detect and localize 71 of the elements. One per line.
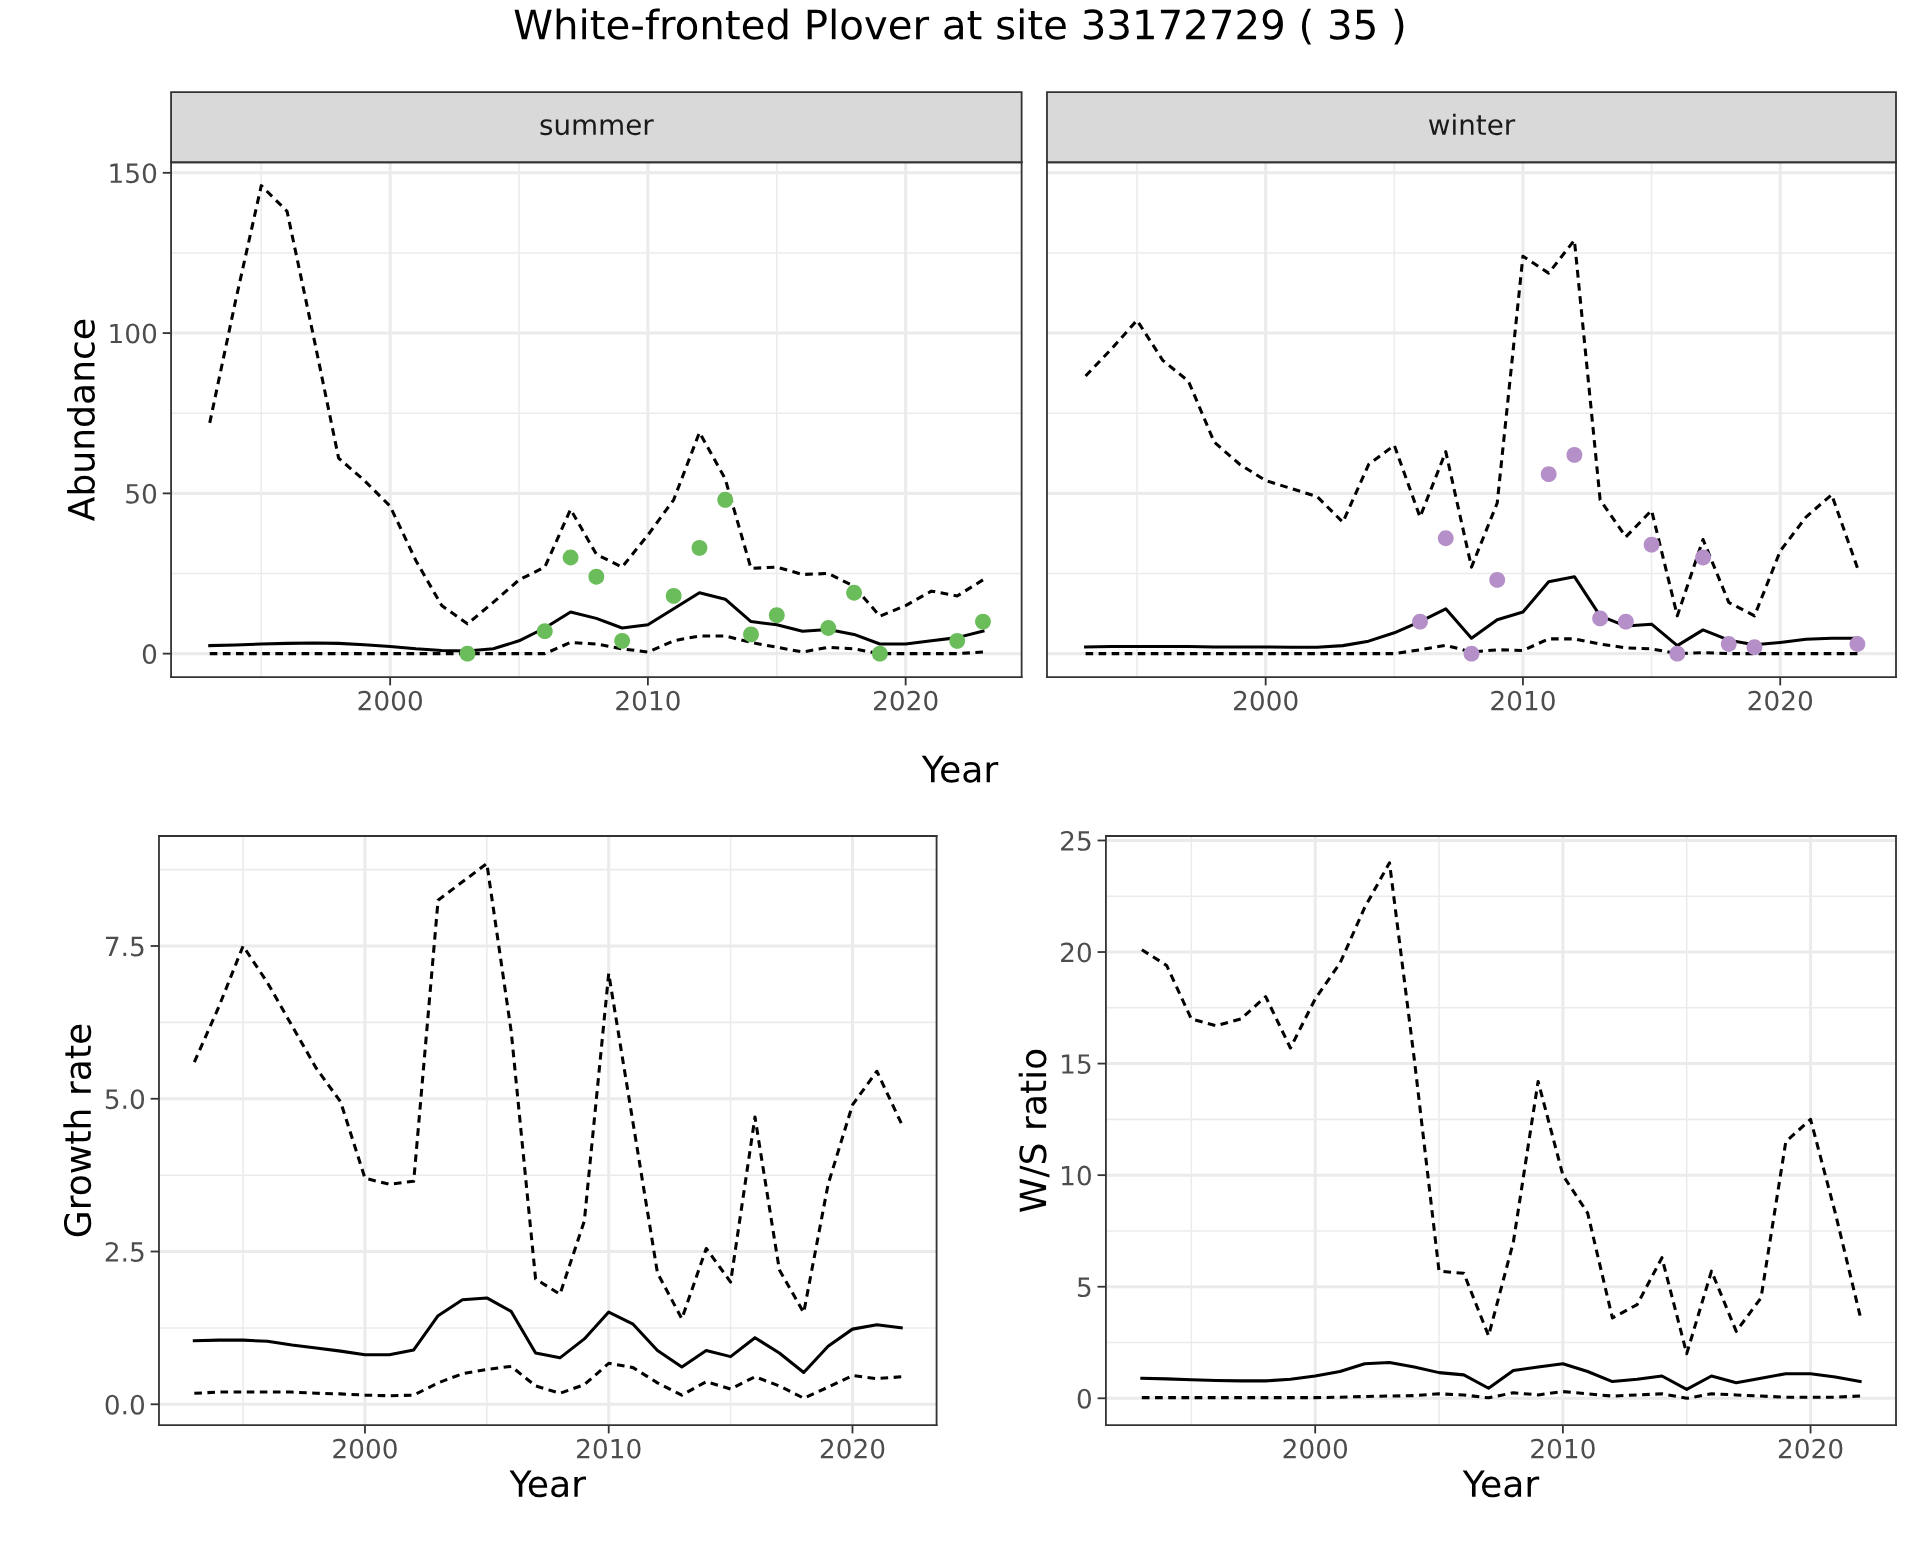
y-tick-label: 50: [126, 483, 157, 504]
point: [1437, 530, 1454, 547]
point: [665, 588, 682, 604]
x-axis-title: Year: [1462, 1470, 1540, 1498]
point: [1412, 613, 1428, 630]
point: [1669, 645, 1686, 662]
point: [1463, 645, 1480, 662]
y-tick-label: 15: [1062, 1054, 1091, 1074]
x-axis-title: Year: [509, 1470, 587, 1498]
line-series: [1140, 1390, 1862, 1400]
x-tick-label: 2020: [874, 690, 938, 711]
point: [588, 568, 605, 585]
x-tick-label: 2010: [1491, 690, 1555, 711]
line-series: [192, 861, 903, 1321]
y-axis-title: Abundance: [67, 319, 95, 522]
x-tick-label: 2020: [1748, 690, 1813, 711]
y-tick-label: 0: [1077, 1388, 1091, 1409]
point: [1849, 636, 1866, 652]
line-series: [192, 1296, 903, 1375]
x-tick-label: 2000: [358, 690, 422, 711]
point: [768, 607, 785, 624]
point: [717, 491, 734, 508]
point: [1695, 549, 1711, 566]
point: [536, 623, 553, 640]
x-tick-label: 2010: [1531, 1438, 1595, 1459]
point: [1566, 446, 1583, 463]
point: [1489, 572, 1506, 588]
point: [691, 539, 708, 556]
y-tick-label: 7.5: [105, 936, 144, 957]
point: [1643, 536, 1660, 553]
line-series: [192, 1361, 903, 1400]
point: [614, 632, 631, 649]
y-tick-label: 20: [1061, 942, 1091, 963]
point: [1592, 610, 1609, 627]
point: [562, 549, 579, 566]
x-tick-label: 2000: [333, 1438, 397, 1459]
point: [871, 645, 888, 662]
point: [1540, 466, 1557, 483]
x-tick-label: 2000: [1234, 690, 1298, 711]
point: [949, 632, 966, 649]
point: [1746, 639, 1763, 656]
point: [820, 620, 837, 636]
point: [846, 584, 863, 601]
point: [1617, 613, 1634, 630]
y-tick-label: 5.0: [105, 1089, 145, 1110]
y-tick-label: 5: [1077, 1277, 1091, 1298]
x-axis-title: Year: [921, 755, 999, 783]
line-series: [1140, 861, 1862, 1356]
chart-subtitle: summer: [540, 119, 654, 136]
y-tick-label: 100: [110, 323, 157, 344]
y-tick-label: 0: [142, 644, 157, 665]
chart-title: White-fronted Plover at site 33172729 ( 35 ): [514, 8, 1404, 45]
x-tick-label: 2010: [577, 1438, 641, 1459]
chart-subtitle: winter: [1428, 113, 1516, 136]
point: [459, 645, 476, 662]
y-tick-label: 2.5: [105, 1241, 144, 1262]
x-tick-label: 2020: [1778, 1438, 1843, 1459]
y-tick-label: 25: [1061, 830, 1091, 851]
line-series: [1140, 1361, 1862, 1391]
x-tick-label: 2000: [1283, 1438, 1348, 1459]
x-tick-label: 2010: [616, 690, 680, 711]
point: [1720, 636, 1737, 652]
y-tick-label: 0.0: [105, 1394, 145, 1415]
line-series: [208, 184, 985, 626]
x-tick-label: 2020: [820, 1438, 885, 1459]
point: [743, 626, 759, 643]
y-tick-label: 150: [110, 163, 157, 184]
y-axis-title: W/S ratio: [1018, 1049, 1050, 1213]
point: [975, 613, 991, 630]
y-tick-label: 10: [1062, 1165, 1091, 1186]
y-axis-title: Growth rate: [63, 1024, 92, 1237]
